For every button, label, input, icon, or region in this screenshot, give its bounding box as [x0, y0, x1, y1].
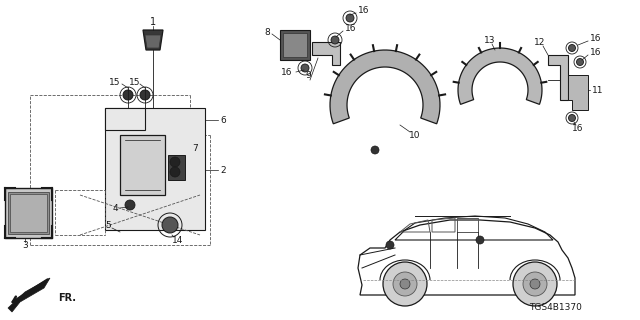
Polygon shape [145, 35, 161, 48]
Circle shape [125, 200, 135, 210]
Text: 14: 14 [172, 236, 184, 244]
Circle shape [170, 167, 180, 177]
Circle shape [140, 90, 150, 100]
Circle shape [400, 279, 410, 289]
Polygon shape [105, 108, 145, 130]
Polygon shape [5, 188, 52, 238]
Circle shape [393, 272, 417, 296]
Text: 15: 15 [109, 77, 121, 86]
Circle shape [170, 157, 180, 167]
Text: 16: 16 [572, 124, 584, 132]
Text: 10: 10 [409, 131, 420, 140]
Circle shape [530, 279, 540, 289]
Circle shape [123, 90, 133, 100]
Circle shape [568, 115, 575, 122]
Text: 3: 3 [22, 241, 28, 250]
Text: 9: 9 [305, 70, 311, 79]
Text: 5: 5 [105, 220, 111, 229]
Text: 7: 7 [192, 143, 198, 153]
Circle shape [386, 241, 394, 249]
Polygon shape [168, 155, 185, 180]
Polygon shape [120, 135, 165, 195]
Polygon shape [280, 30, 310, 60]
Text: 13: 13 [484, 36, 496, 44]
Text: 4: 4 [112, 204, 118, 212]
Polygon shape [458, 48, 542, 104]
Polygon shape [568, 75, 588, 110]
Text: TGS4B1370: TGS4B1370 [529, 303, 582, 312]
Text: FR.: FR. [58, 293, 76, 303]
Text: 16: 16 [590, 47, 602, 57]
Text: 16: 16 [358, 5, 369, 14]
Circle shape [383, 262, 427, 306]
Circle shape [577, 59, 584, 66]
Circle shape [162, 217, 178, 233]
Text: 15: 15 [129, 77, 141, 86]
Circle shape [301, 64, 309, 72]
Text: 16: 16 [280, 68, 292, 76]
Circle shape [346, 14, 354, 22]
Polygon shape [105, 108, 205, 230]
Circle shape [568, 44, 575, 52]
Text: 8: 8 [264, 28, 270, 36]
Polygon shape [10, 194, 47, 232]
Circle shape [523, 272, 547, 296]
Circle shape [371, 146, 379, 154]
Circle shape [513, 262, 557, 306]
Text: 6: 6 [220, 116, 226, 124]
Polygon shape [330, 50, 440, 124]
Text: 16: 16 [590, 34, 602, 43]
Polygon shape [8, 278, 50, 312]
Polygon shape [283, 33, 307, 57]
Text: 12: 12 [534, 37, 546, 46]
Circle shape [476, 236, 484, 244]
Text: 11: 11 [592, 85, 604, 94]
Circle shape [331, 36, 339, 44]
Polygon shape [8, 192, 49, 234]
Polygon shape [143, 30, 163, 50]
Polygon shape [548, 55, 568, 100]
Text: 1: 1 [150, 17, 156, 27]
Text: 2: 2 [220, 165, 226, 174]
Polygon shape [312, 42, 340, 65]
Text: 16: 16 [345, 23, 356, 33]
